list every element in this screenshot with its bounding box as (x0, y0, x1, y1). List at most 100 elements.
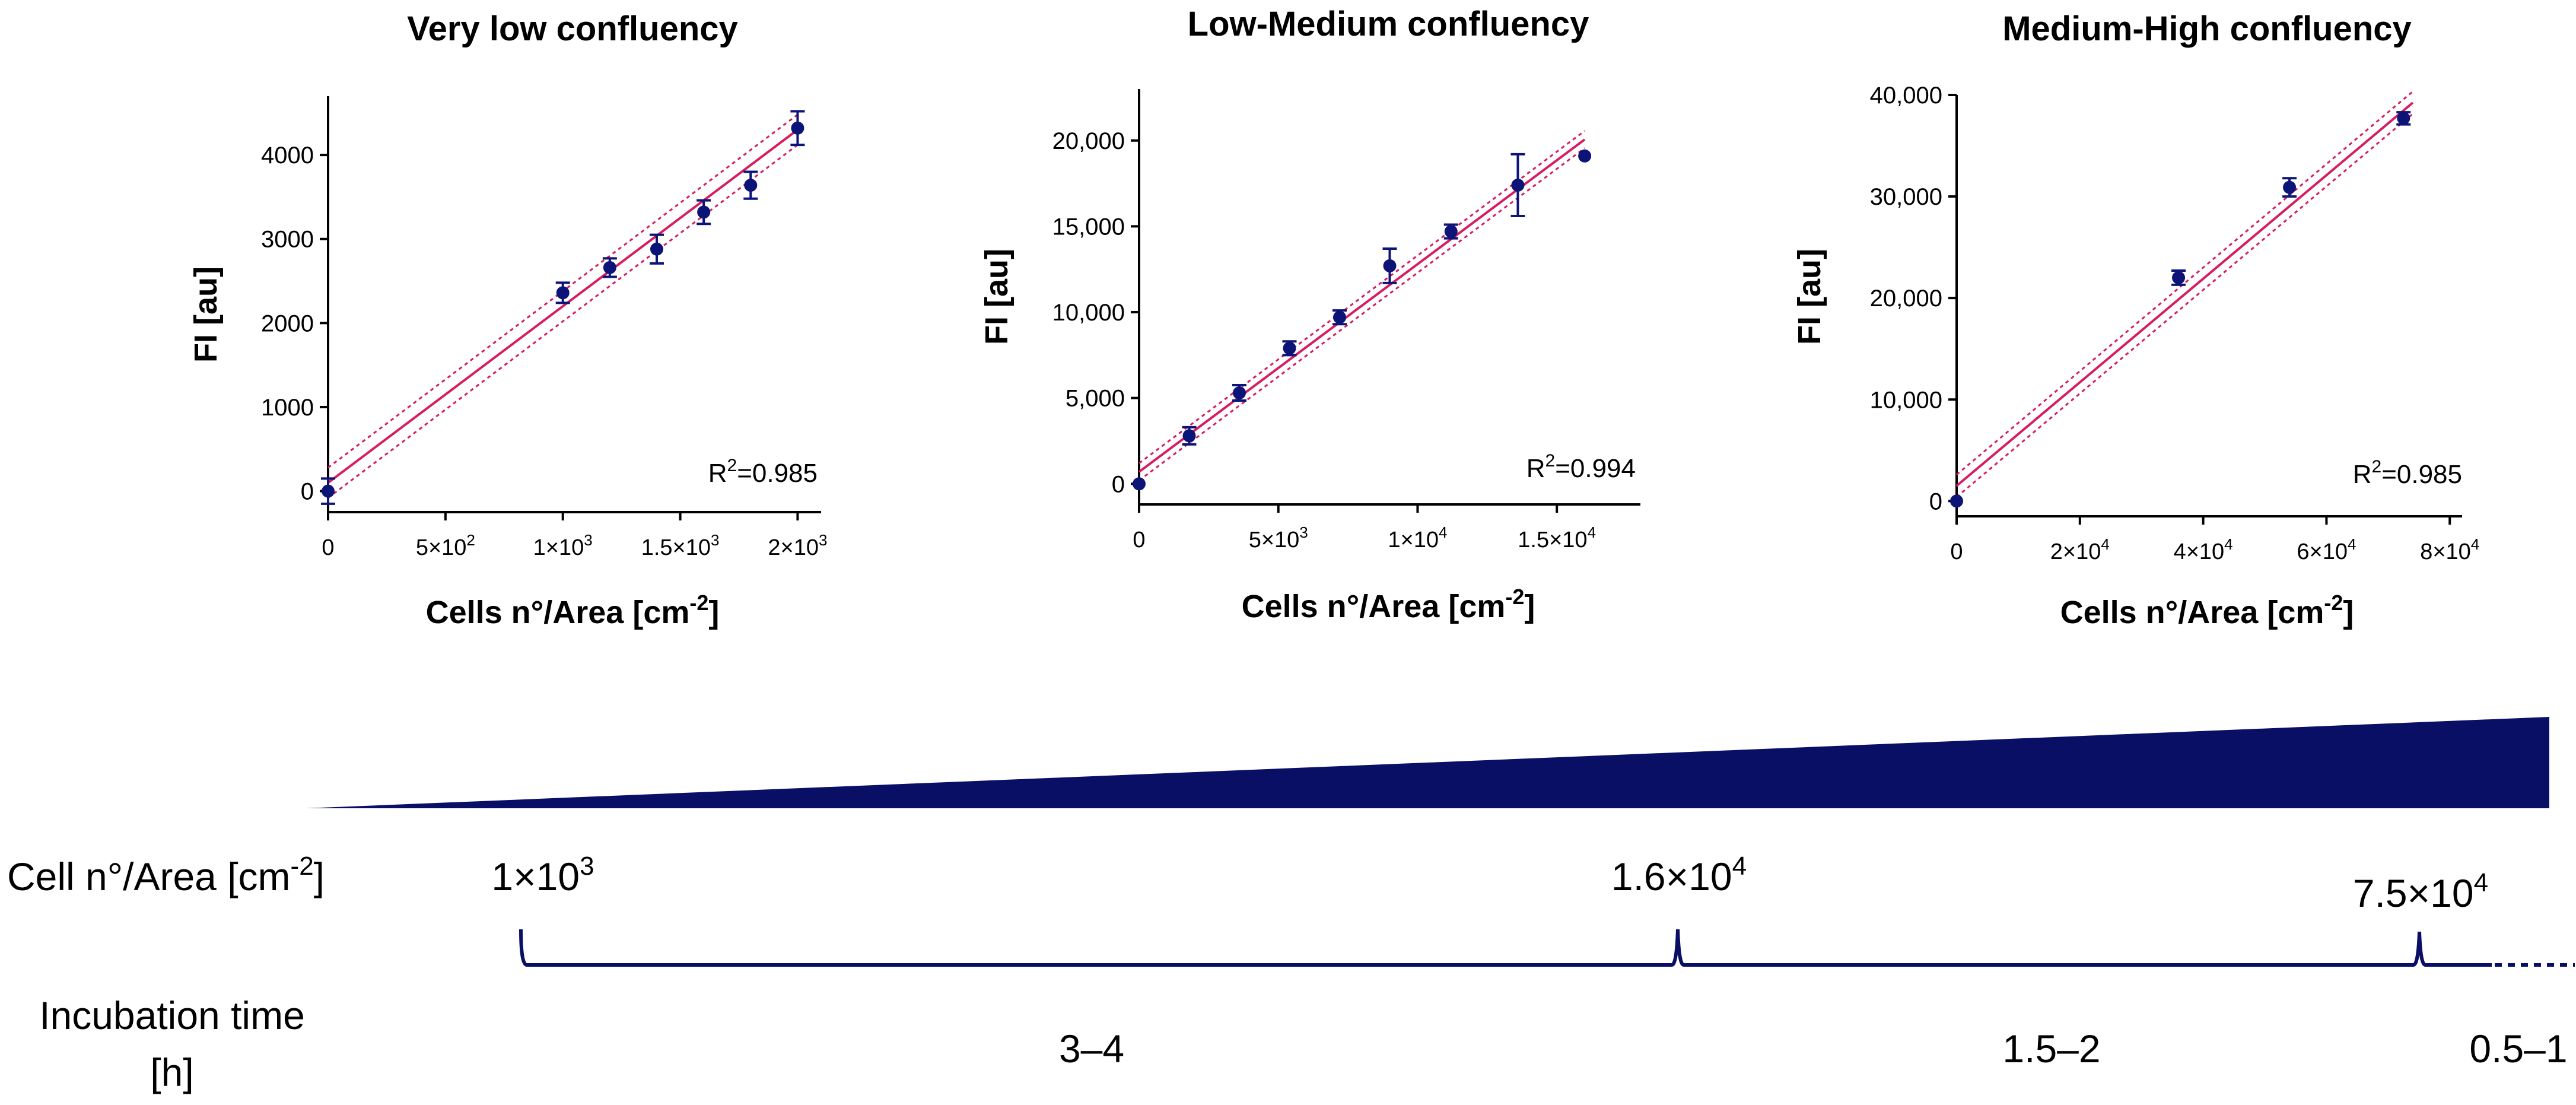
chart-3-xlabel: Cells n°/Area [cm-2] (2060, 590, 2354, 630)
confluency-wedge (306, 717, 2549, 808)
chart-2-xlabel-main: Cells n°/Area [cm (1242, 589, 1506, 624)
chart-1-xlabel: Cells n°/Area [cm-2] (426, 590, 720, 630)
chart-1-y-tick-label: 2000 (261, 310, 314, 336)
chart-1-x-tick-exp: 2 (466, 531, 475, 549)
marker-2-exp: 4 (1732, 852, 1747, 881)
chart-3-x-tick-label: 6×104 (2297, 535, 2356, 564)
chart-2-data-point (1444, 225, 1458, 239)
marker-1-label: 1×103 (491, 852, 594, 898)
chart-3-xlabel-sup: -2 (2324, 590, 2343, 615)
chart-1-data-point (603, 261, 616, 274)
chart-3-y-tick-label: 10,000 (1870, 387, 1942, 413)
chart-1-data-point (697, 205, 711, 219)
chart-2-ci-upper (1138, 130, 1586, 464)
chart-1-title: Very low confluency (407, 9, 738, 48)
chart-1-x-tick-label: 2×103 (768, 531, 827, 560)
chart-3-r2: R2=0.985 (2353, 457, 2462, 489)
chart-2-data-point (1511, 178, 1525, 192)
incubation-label-line2: [h] (150, 1050, 193, 1094)
chart-3-data-point (2283, 180, 2297, 194)
marker-1-exp: 3 (580, 852, 594, 881)
chart-very-low-confluency: Very low confluency 0 1000 2000 3000 4000 0 5×… (188, 9, 827, 630)
chart-2-data-point (1133, 477, 1146, 491)
chart-1-x-tick-mantissa: 5×10 (416, 535, 467, 560)
chart-2-ylabel: FI [au] (979, 249, 1015, 345)
chart-3-x-tick-exp: 4 (2101, 535, 2109, 553)
chart-1-x-tick-exp: 3 (711, 531, 719, 549)
marker-3-label: 7.5×104 (2353, 868, 2488, 915)
chart-1-x-tick-exp: 3 (819, 531, 827, 549)
time-range-2: 1.5–2 (2002, 1027, 2100, 1071)
confluency-timeline: Cell n°/Area [cm-2] 1×103 1.6×104 7.5×10… (7, 717, 2575, 1094)
chart-2-data-point (1383, 259, 1397, 272)
chart-1-x-tick-mantissa: 1.5×10 (641, 535, 711, 560)
chart-3-y-tick-label: 40,000 (1870, 82, 1942, 109)
chart-2-x-tick-exp: 4 (1439, 523, 1447, 541)
chart-2-data-point (1333, 310, 1346, 324)
chart-3-x-tick-mantissa: 2×10 (2050, 539, 2101, 564)
chart-2-data-point (1233, 386, 1246, 399)
chart-1-x-tick-label: 0 (322, 535, 334, 560)
chart-3-fit-line (1955, 101, 2414, 487)
chart-3-data-point (2172, 271, 2186, 284)
chart-1-data-point (791, 121, 804, 135)
chart-2-x-tick-exp: 4 (1588, 523, 1596, 541)
chart-1-r2-prefix: R (708, 459, 727, 488)
chart-3-y-tick-label: 20,000 (1870, 285, 1942, 312)
chart-1-x-tick-label: 1×103 (533, 531, 593, 560)
chart-3-x-tick-label: 4×104 (2174, 535, 2233, 564)
chart-3-x-tick-label: 8×104 (2420, 535, 2479, 564)
chart-1-xlabel-sup: -2 (689, 590, 708, 615)
marker-2-mantissa: 1.6×10 (1611, 855, 1732, 898)
chart-2-y-tick-label: 10,000 (1052, 300, 1125, 326)
chart-2-data-point (1283, 341, 1296, 355)
time-range-1: 3–4 (1059, 1027, 1124, 1071)
chart-2-ci-lower (1138, 147, 1586, 481)
chart-1-x-tick-label: 5×102 (416, 531, 475, 560)
chart-1-r2-value: =0.985 (737, 459, 818, 488)
chart-1-x-tick-mantissa: 2×10 (768, 535, 819, 560)
chart-1-xlabel-main: Cells n°/Area [cm (426, 595, 690, 630)
chart-2-y-tick-label: 15,000 (1052, 214, 1125, 240)
chart-1-y-tick-label: 0 (301, 479, 314, 505)
chart-3-x-tick-mantissa: 8×10 (2420, 539, 2471, 564)
chart-low-medium-confluency: Low-Medium confluency 0 5,000 10,000 15,000… (979, 5, 1640, 624)
chart-2-x-tick-label: 5×103 (1249, 523, 1308, 552)
chart-1-x-tick-label: 1.5×103 (641, 531, 720, 560)
chart-2-y-tick-label: 20,000 (1052, 128, 1125, 154)
cell-density-label-end: ] (314, 855, 325, 898)
chart-2-r2-sup: 2 (1545, 451, 1556, 471)
chart-2-r2: R2=0.994 (1526, 451, 1636, 483)
chart-1-data-point (556, 286, 570, 300)
chart-2-y-tick-label: 5,000 (1066, 386, 1125, 412)
chart-2-x-tick-mantissa: 1.5×10 (1518, 528, 1587, 552)
chart-3-x-tick-label: 0 (1950, 539, 1963, 564)
chart-2-y-tick-label: 0 (1112, 471, 1125, 497)
chart-3-xlabel-main: Cells n°/Area [cm (2060, 595, 2324, 630)
chart-2-data-point (1182, 429, 1196, 443)
chart-1-x-tick-mantissa: 1×10 (533, 535, 584, 560)
chart-2-xlabel-end: ] (1524, 589, 1535, 624)
chart-2-r2-value: =0.994 (1555, 454, 1636, 483)
marker-3-exp: 4 (2474, 868, 2488, 897)
chart-3-r2-prefix: R (2353, 460, 2372, 489)
chart-1-r2: R2=0.985 (708, 456, 818, 488)
chart-2-x-tick-mantissa: 1×10 (1388, 528, 1439, 552)
chart-3-ci-lower (1956, 113, 2413, 498)
chart-2-title: Low-Medium confluency (1188, 5, 1589, 43)
chart-2-x-tick-exp: 3 (1299, 523, 1308, 541)
chart-2-x-tick-label: 1×104 (1388, 523, 1447, 552)
chart-2-data-point (1578, 149, 1592, 163)
cell-density-label: Cell n°/Area [cm-2] (7, 852, 325, 898)
chart-1-y-tick-label: 4000 (261, 142, 314, 169)
chart-2-x-tick-label: 0 (1133, 528, 1145, 552)
cell-density-label-main: Cell n°/Area [cm (7, 855, 291, 898)
time-range-3: 0.5–1 (2469, 1027, 2567, 1071)
marker-3-mantissa: 7.5×10 (2353, 871, 2474, 915)
chart-3-y-tick-label: 30,000 (1870, 184, 1942, 210)
chart-3-x-tick-exp: 4 (2224, 535, 2232, 553)
chart-3-x-tick-label: 2×104 (2050, 535, 2110, 564)
chart-1-data-point (650, 242, 663, 256)
